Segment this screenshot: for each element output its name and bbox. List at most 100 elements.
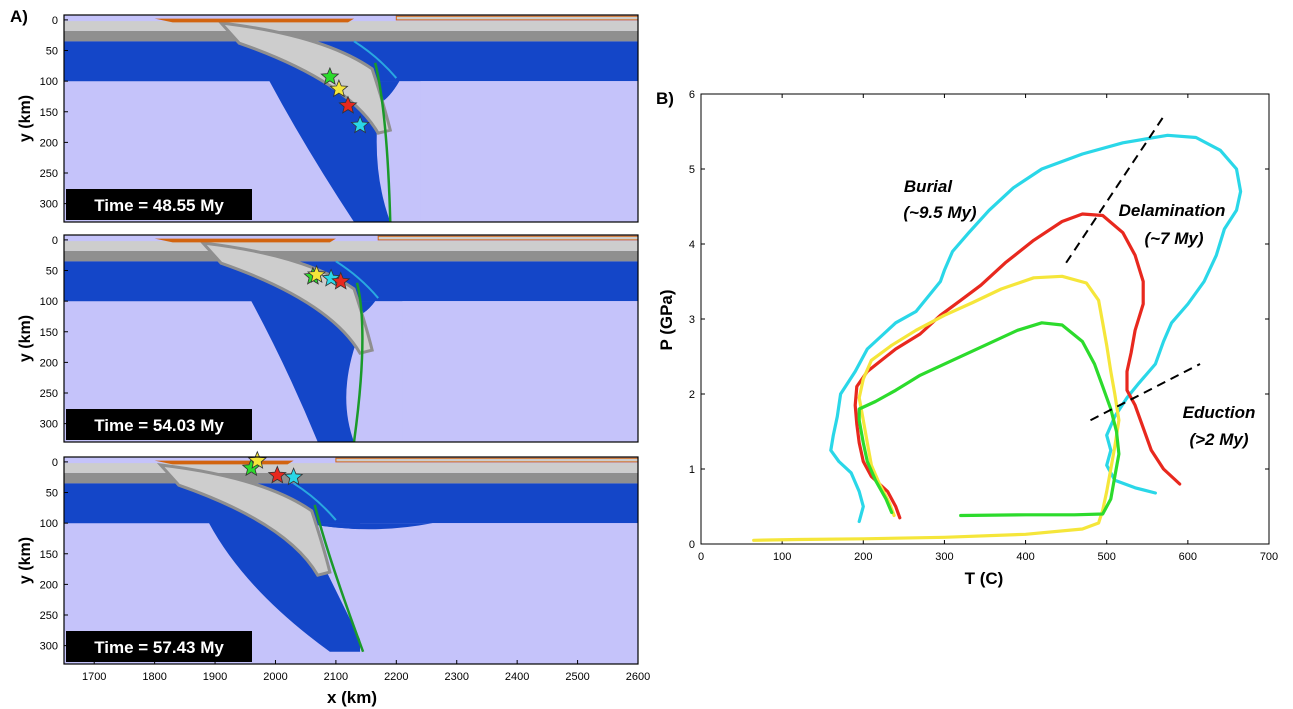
y-tick-label: 150: [40, 107, 58, 119]
y-tick-label: 1: [689, 464, 695, 476]
panel-a-label: A): [10, 7, 28, 26]
overriding-surface: [335, 457, 638, 463]
slab: [64, 483, 367, 652]
hydrated-layer: [335, 260, 379, 299]
pt-path-1: [829, 133, 1243, 524]
chart-xlabel: T (C): [965, 569, 1004, 588]
x-tick-label: 2400: [505, 671, 529, 683]
subducting-crust: [160, 464, 330, 576]
x-tick-label: 2200: [384, 671, 408, 683]
x-tick-label: 1800: [142, 671, 166, 683]
panel-a: Time = 48.55 My 0 50 100 150 200 250 300 y (km) T…: [17, 14, 650, 683]
y-tick-label: 250: [40, 388, 58, 400]
lower-crust: [64, 472, 638, 484]
time-label-box: [66, 189, 252, 220]
lower-crust: [64, 30, 638, 42]
x-tick-label: 600: [1179, 551, 1197, 563]
marker-star: [283, 467, 304, 486]
sediment-layer: [154, 460, 294, 465]
phase-boundary-line: [1090, 363, 1201, 422]
snapshot-frame: [63, 14, 639, 223]
marker-star: [338, 95, 358, 114]
y-tick-label: 150: [40, 327, 58, 339]
eclogite-stripe: [373, 62, 392, 222]
marker-star: [331, 271, 351, 290]
x-tick-label: 2500: [565, 671, 589, 683]
overriding-surface: [395, 15, 638, 21]
x-tick-label: 100: [773, 551, 791, 563]
upper-crust: [64, 463, 638, 473]
x-tick-label: 200: [854, 551, 872, 563]
y-tick-label: 250: [40, 168, 58, 180]
x-tick-label: 300: [935, 551, 953, 563]
overriding-surface: [377, 235, 638, 241]
mantle-right: [420, 81, 638, 222]
y-axis-label: y (km): [17, 315, 34, 362]
y-tick-label: 0: [52, 235, 58, 247]
snapshot-frame: [63, 234, 639, 443]
mantle-right: [402, 301, 638, 442]
annotation-title: Eduction: [1183, 403, 1256, 422]
y-tick-label: 6: [689, 89, 695, 101]
y-tick-label: 100: [40, 76, 58, 88]
y-tick-label: 300: [40, 419, 58, 431]
snapshot-3: Time = 57.43 My 0 50 100 150 200 250 300 y (km) 1…: [17, 450, 650, 683]
marker-star: [306, 264, 327, 283]
time-label: Time = 48.55 My: [94, 196, 224, 215]
chart-ylabel: P (GPa): [657, 289, 676, 350]
y-axis-label: y (km): [17, 95, 34, 142]
x-tick-label: 2600: [626, 671, 650, 683]
panel-a-xlabel: x (km): [327, 688, 377, 707]
marker-star: [350, 115, 370, 134]
eclogite-stripe: [313, 504, 365, 653]
panel-b-chart: 0 100 200 300 400 500 600 700 0 1 2 3 4 5 6 Burial (~9.5…: [689, 89, 1278, 563]
eclogite-stripe: [352, 282, 364, 442]
pt-path-4: [857, 321, 1121, 518]
y-tick-label: 5: [689, 164, 695, 176]
x-tick-label: 0: [698, 551, 704, 563]
y-tick-label: 100: [40, 518, 58, 530]
y-tick-label: 0: [52, 15, 58, 27]
marker-star: [320, 66, 340, 85]
upper-crust: [64, 21, 638, 31]
annotation-title: Delamination: [1119, 201, 1226, 220]
slab: [64, 41, 391, 222]
snapshot-1: Time = 48.55 My 0 50 100 150 200 250 300 y (km): [17, 14, 639, 223]
marker-star: [247, 450, 267, 469]
x-tick-label: 1900: [203, 671, 227, 683]
y-tick-label: 250: [40, 610, 58, 622]
mantle-right: [360, 523, 638, 664]
lower-crust: [64, 250, 638, 262]
y-tick-label: 0: [52, 457, 58, 469]
hydrated-layer: [353, 40, 398, 79]
time-label: Time = 57.43 My: [94, 638, 224, 657]
y-tick-label: 200: [40, 579, 58, 591]
time-label-box: [66, 631, 252, 662]
y-tick-label: 50: [46, 488, 58, 500]
y-tick-label: 4: [689, 239, 695, 251]
subducting-crust: [202, 242, 373, 354]
snapshot-frame: [63, 456, 639, 665]
y-axis-label: y (km): [17, 537, 34, 584]
time-label-box: [66, 409, 252, 440]
y-tick-label: 100: [40, 296, 58, 308]
marker-star: [329, 79, 349, 98]
snapshot-2: Time = 54.03 My 0 50 100 150 200 250 300 y (km): [17, 234, 639, 443]
annotation-duration: (>2 My): [1189, 430, 1248, 449]
y-tick-label: 50: [46, 266, 58, 278]
y-tick-label: 300: [40, 199, 58, 211]
annotation-duration: (~9.5 My): [903, 203, 977, 222]
x-tick-label: 2100: [324, 671, 348, 683]
slab: [64, 261, 361, 442]
y-tick-label: 2: [689, 389, 695, 401]
x-tick-label: 1700: [82, 671, 106, 683]
subducting-crust: [221, 22, 391, 134]
sediment-layer: [154, 238, 336, 243]
x-tick-label: 700: [1260, 551, 1278, 563]
x-tick-label: 2000: [263, 671, 287, 683]
marker-star: [267, 465, 287, 484]
plot-frame: [700, 93, 1270, 545]
upper-crust: [64, 241, 638, 251]
y-tick-label: 300: [40, 641, 58, 653]
